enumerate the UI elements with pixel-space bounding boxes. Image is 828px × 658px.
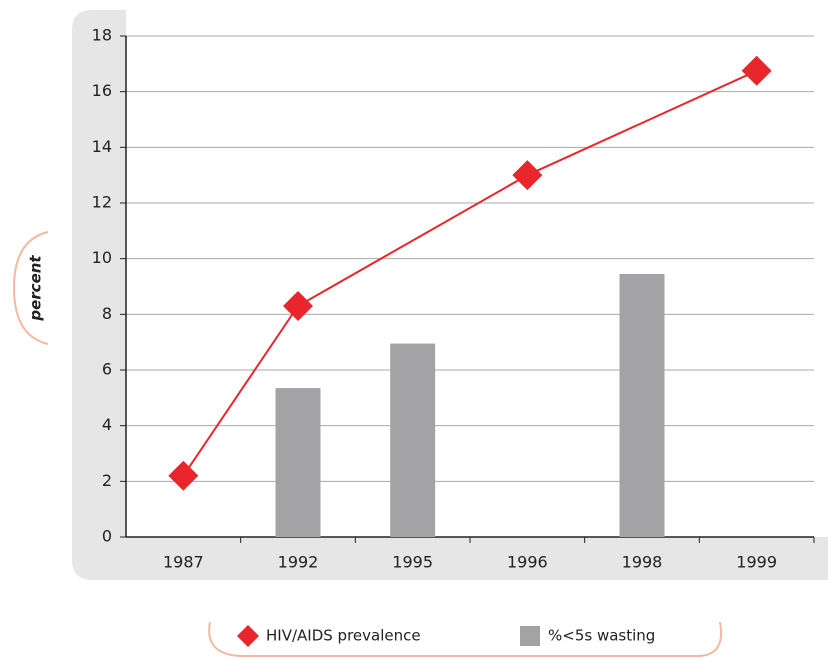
marker [168,460,199,491]
legend-marker [520,626,540,646]
legend-marker [237,625,259,647]
y-tick-label: 12 [92,193,112,212]
bar [619,273,665,537]
y-tick-label: 14 [92,137,112,156]
y-tick-label: 16 [92,81,112,100]
marker [512,160,543,191]
x-tick-label: 1996 [507,553,548,572]
marker [741,55,772,86]
x-tick-label: 1999 [736,553,777,572]
y-tick-label: 0 [102,527,112,546]
plot-area [126,10,828,537]
y-tick-label: 10 [92,248,112,267]
y-tick-label: 8 [102,304,112,323]
x-tick-label: 1998 [622,553,663,572]
legend-label: HIV/AIDS prevalence [266,627,421,645]
line [182,69,758,477]
label-bracket [12,231,49,345]
y-tick-label: 4 [102,415,112,434]
bar [390,343,436,537]
x-tick-label: 1995 [392,553,433,572]
legend-bracket [208,621,722,657]
y-axis-label: percent [27,255,45,322]
legend-label: %<5s wasting [548,627,655,645]
bar [275,388,321,537]
marker [283,290,313,321]
x-tick-label: 1987 [163,553,204,572]
y-tick-label: 6 [102,360,112,379]
y-tick-label: 18 [92,26,112,45]
x-tick-label: 1992 [278,553,319,572]
y-tick-label: 2 [102,471,112,490]
